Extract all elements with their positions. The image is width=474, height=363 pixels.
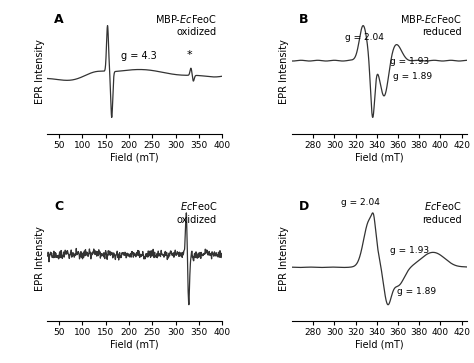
Text: $\it{Ec}$FeoC
oxidized: $\it{Ec}$FeoC oxidized (177, 200, 217, 225)
Text: MBP-$\it{Ec}$FeoC
oxidized: MBP-$\it{Ec}$FeoC oxidized (155, 13, 217, 37)
Y-axis label: EPR Intensity: EPR Intensity (279, 39, 289, 104)
Text: *: * (187, 50, 192, 60)
Text: $\it{Ec}$FeoC
reduced: $\it{Ec}$FeoC reduced (422, 200, 462, 225)
Text: g = 2.04: g = 2.04 (341, 198, 380, 207)
Y-axis label: EPR Intensity: EPR Intensity (35, 227, 45, 291)
Text: g = 2.04: g = 2.04 (345, 33, 383, 42)
Text: MBP-$\it{Ec}$FeoC
reduced: MBP-$\it{Ec}$FeoC reduced (400, 13, 462, 37)
X-axis label: Field (mT): Field (mT) (355, 340, 404, 350)
Text: g = 1.89: g = 1.89 (393, 72, 433, 81)
X-axis label: Field (mT): Field (mT) (355, 153, 404, 163)
Text: D: D (299, 200, 310, 213)
Text: g = 4.3: g = 4.3 (121, 51, 156, 61)
X-axis label: Field (mT): Field (mT) (110, 340, 159, 350)
Text: g = 1.89: g = 1.89 (397, 287, 436, 296)
X-axis label: Field (mT): Field (mT) (110, 153, 159, 163)
Text: B: B (299, 13, 309, 26)
Text: A: A (55, 13, 64, 26)
Text: C: C (55, 200, 64, 213)
Y-axis label: EPR Intensity: EPR Intensity (35, 39, 45, 104)
Text: g = 1.93: g = 1.93 (390, 57, 429, 66)
Text: g = 1.93: g = 1.93 (390, 246, 429, 254)
Y-axis label: EPR Intensity: EPR Intensity (279, 227, 289, 291)
